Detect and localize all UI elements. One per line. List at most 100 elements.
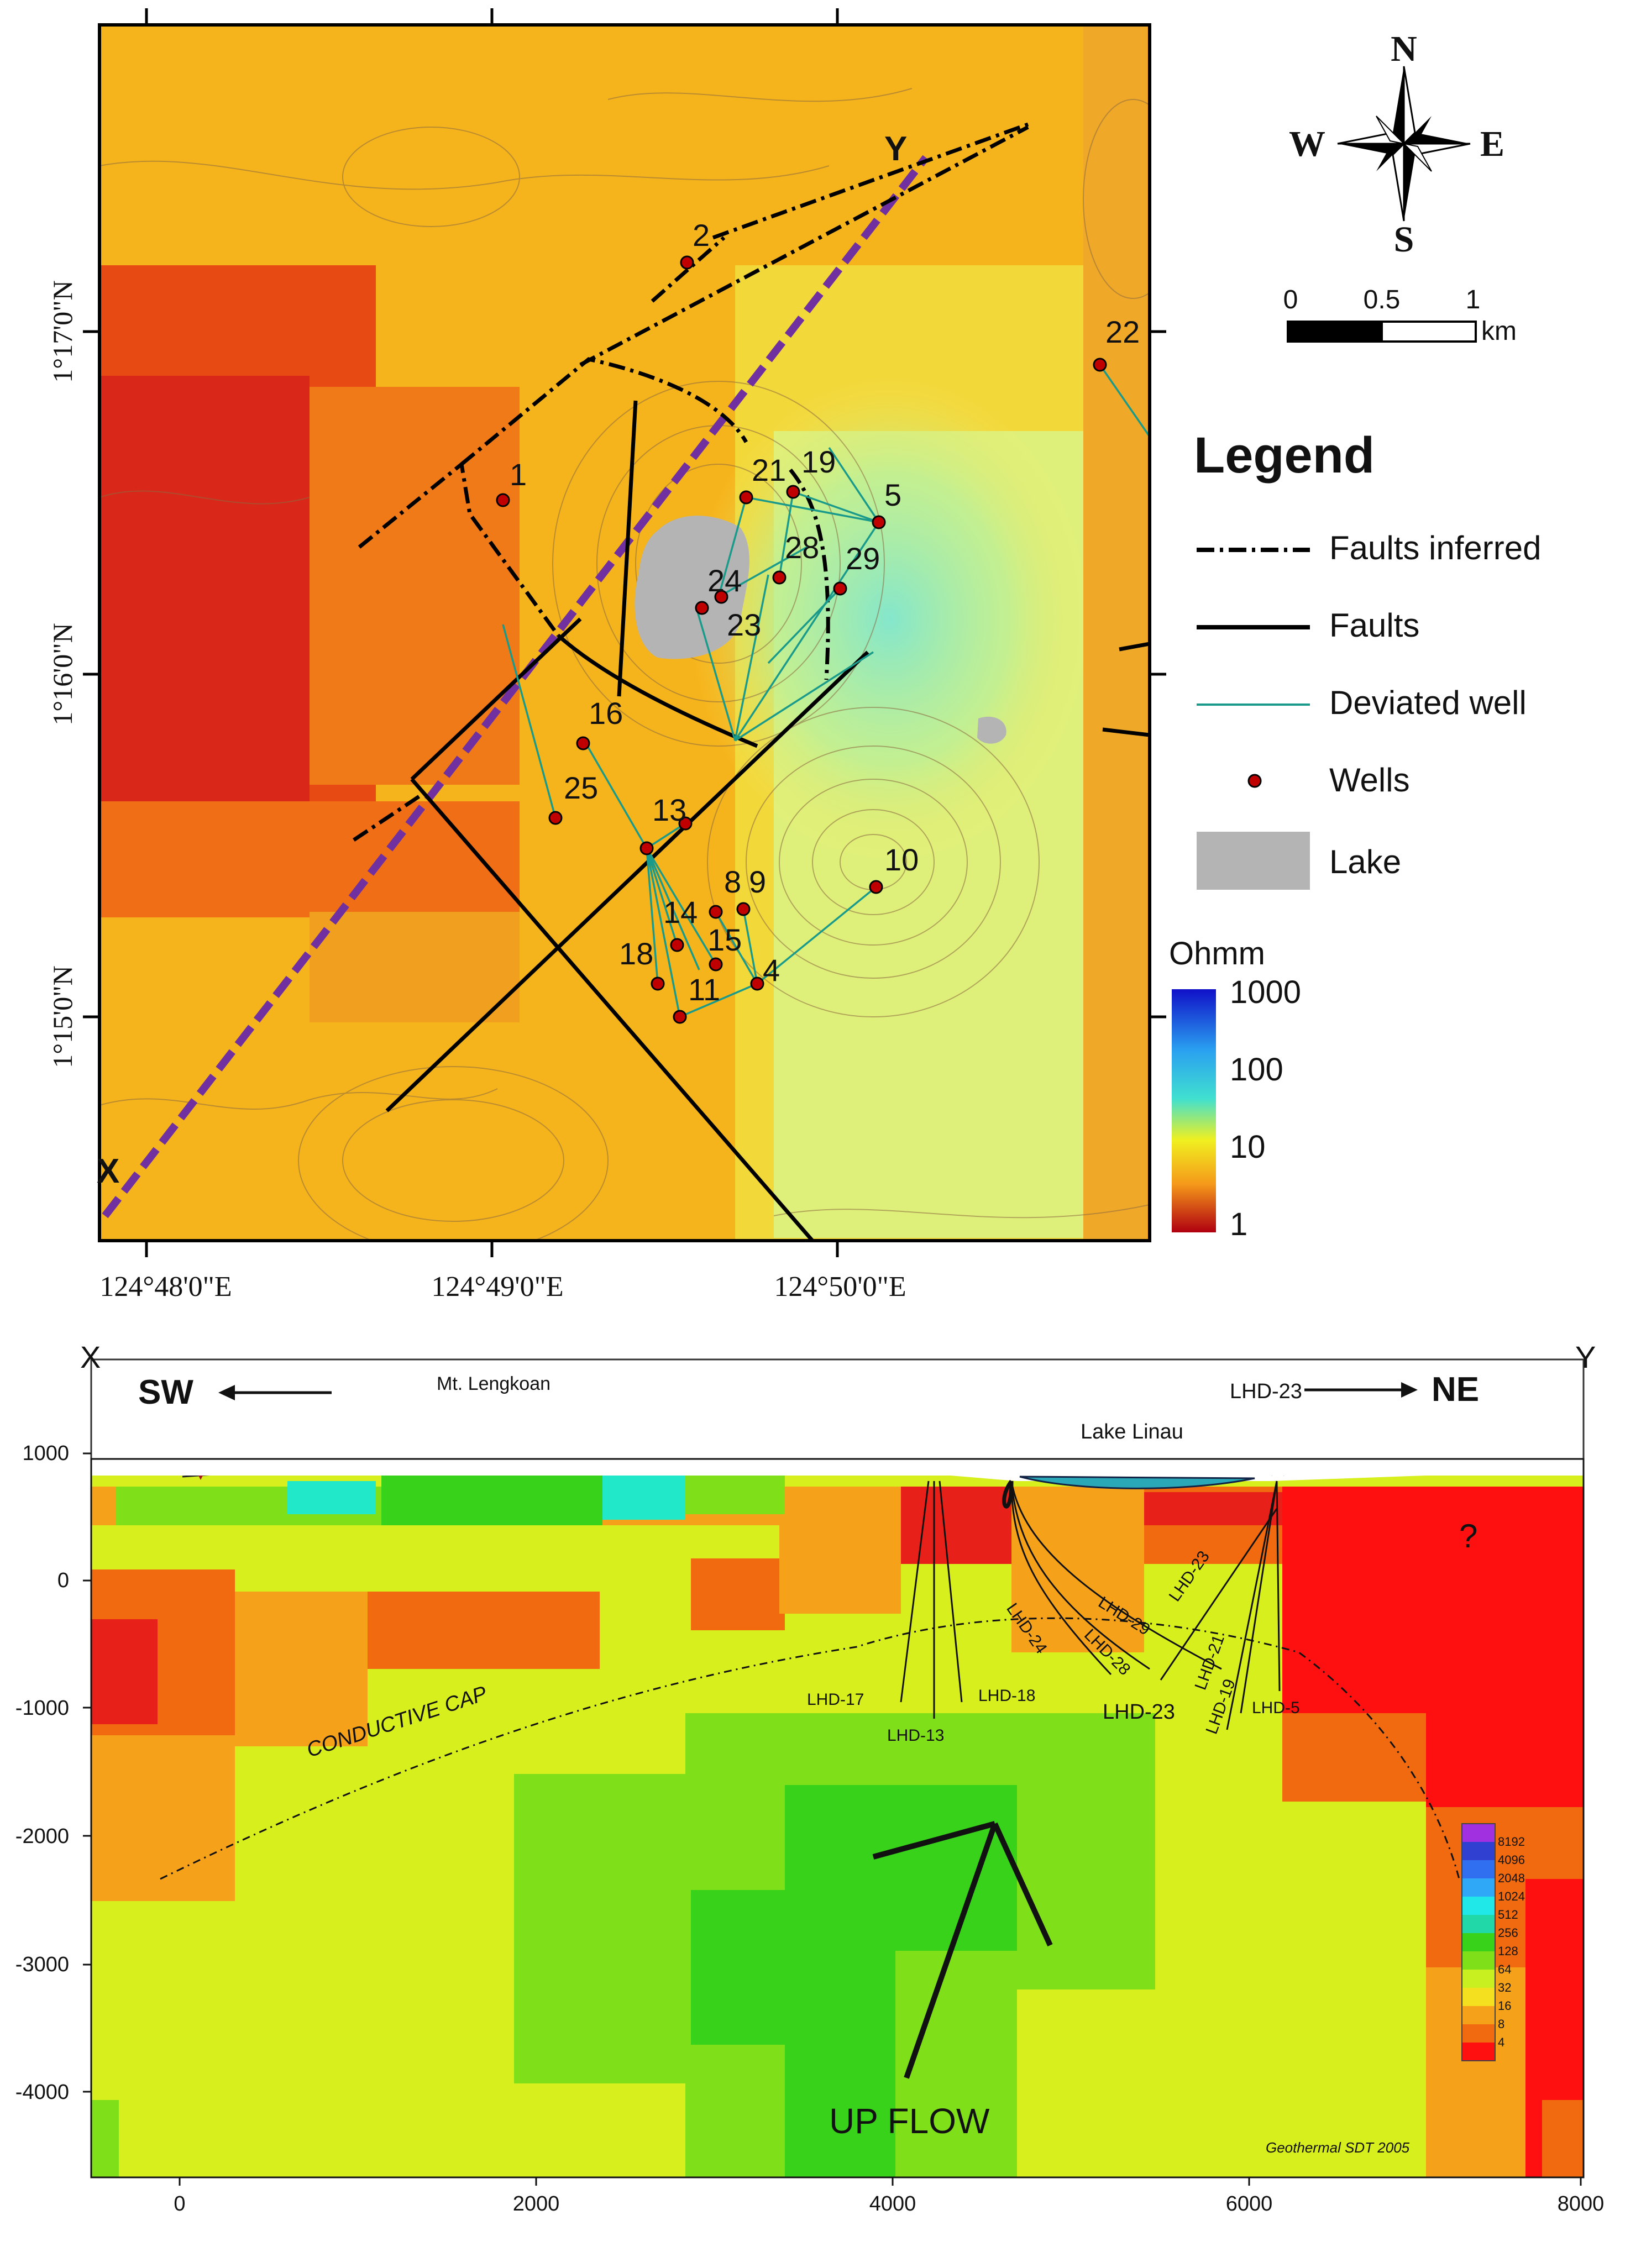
well-label: 1 [510, 457, 527, 492]
lon-label: 124°49'0"E [431, 1271, 563, 1303]
well-label: 11 [688, 972, 720, 1007]
drilling-rig-icon [1268, 1423, 1288, 1476]
well-label: 10 [884, 842, 919, 877]
colorbar-tick: 1000 [1230, 974, 1301, 1010]
scale-bar: 0 0.5 1 km [1283, 285, 1517, 346]
well-label: 23 [727, 607, 761, 642]
lat-label: 1°16'0"N [47, 623, 78, 726]
legend-tick: 256 [1498, 1926, 1518, 1940]
compass-w: W [1289, 124, 1325, 164]
legend-tick: 16 [1498, 1999, 1511, 2013]
colorbar-tick: 100 [1230, 1052, 1283, 1088]
north-arrow-icon: N S W E [1289, 29, 1504, 260]
legend-tick: 4096 [1498, 1853, 1525, 1867]
distance-tick: 8000 [1558, 2192, 1605, 2216]
legend-title: Legend [1194, 427, 1375, 484]
upflow-arrow-icon [872, 1821, 1053, 2079]
resistivity-cross-section: LHD-17 LHD-13 LHD-18 LHD-24 LHD-28 LHD-2… [15, 1340, 1604, 2216]
section-well-label: LHD-17 [807, 1691, 864, 1709]
legend-tick: 8 [1498, 2017, 1504, 2031]
section-colorbar: 8192 4096 2048 1024 512 256 128 64 32 16… [1461, 1823, 1525, 2061]
mountain-label: Mt. Lengkoan [437, 1373, 551, 1394]
legend-tick: 64 [1498, 1962, 1511, 1976]
scale-unit: km [1481, 317, 1517, 346]
colorbar-tick: 1 [1230, 1206, 1247, 1242]
distance-tick: 6000 [1226, 2192, 1273, 2216]
well-label: 18 [619, 936, 653, 971]
well-label: 22 [1105, 314, 1140, 349]
scale-label: 0 [1283, 285, 1298, 314]
lake-section [1019, 1476, 1255, 1489]
profile-end-y: Y [884, 130, 907, 168]
well-label: 13 [652, 792, 686, 827]
well-label: 19 [801, 444, 836, 479]
lat-label: 1°15'0"N [47, 965, 78, 1068]
legend-tick: 8192 [1498, 1835, 1525, 1849]
well-dots [496, 255, 1107, 1024]
faults [385, 400, 1150, 1241]
scale-label: 1 [1466, 285, 1481, 314]
well-label: 9 [749, 864, 766, 899]
depth-tick: -4000 [15, 2081, 69, 2104]
compass-n: N [1391, 29, 1417, 69]
well-label: 16 [589, 696, 623, 731]
direction-sw: SW [138, 1373, 193, 1411]
legend-label: Faults inferred [1329, 529, 1542, 566]
legend-tick: 32 [1498, 1981, 1511, 1994]
depth-tick: -3000 [15, 1953, 69, 1976]
section-well-label: LHD-13 [887, 1726, 944, 1745]
credit-label: Geothermal SDT 2005 [1266, 2139, 1410, 2156]
lon-label: 124°48'0"E [99, 1271, 232, 1303]
section-well-label: LHD-18 [978, 1687, 1035, 1705]
well-label: 14 [663, 895, 698, 930]
legend-tick: 1024 [1498, 1889, 1525, 1903]
inferred-faults [353, 122, 1029, 842]
unknown-mark: ? [1459, 1518, 1477, 1555]
section-well-label: LHD-5 [1252, 1699, 1300, 1717]
rig-label: LHD-23 [1230, 1380, 1302, 1403]
well-label: 4 [763, 953, 780, 988]
well-label: 2 [693, 218, 710, 253]
map-legend: Legend Faults inferred Faults Deviated w… [1194, 427, 1542, 890]
legend-label: Deviated well [1329, 684, 1527, 721]
colorbar-unit: Ohmm [1169, 936, 1265, 972]
distance-tick: 2000 [513, 2192, 560, 2216]
legend-label: Faults [1329, 607, 1419, 644]
direction-ne: NE [1432, 1371, 1479, 1409]
depth-tick: -2000 [15, 1825, 69, 1848]
well-label: 28 [785, 530, 819, 565]
conductive-cap-line [160, 1617, 1460, 1880]
deviated-wells [502, 364, 1150, 1018]
depth-tick: 1000 [22, 1442, 69, 1465]
lat-label: 1°17'0"N [47, 280, 78, 383]
profile-end-x: X [97, 1152, 119, 1190]
lake-label: Lake Linau [1081, 1420, 1183, 1443]
section-end-x: X [80, 1340, 101, 1374]
scale-label: 0.5 [1364, 285, 1401, 314]
legend-tick: 512 [1498, 1908, 1518, 1922]
section-end-y: Y [1575, 1340, 1596, 1374]
resistivity-colorbar: Ohmm 1000 100 10 1 [1169, 936, 1301, 1242]
well-label: 25 [564, 770, 598, 805]
depth-tick: 0 [57, 1569, 69, 1592]
resistivity-map: 1 2 4 5 8 9 10 11 13 14 15 16 18 19 21 2… [47, 8, 1166, 1303]
section-wells [900, 1479, 1281, 1730]
surface-markers [198, 1476, 203, 1480]
section-well-label: LHD-23 [1103, 1700, 1175, 1724]
profile-line-xy [102, 155, 929, 1219]
upflow-label: UP FLOW [829, 2101, 990, 2141]
compass-s: S [1394, 219, 1414, 260]
lake-linau [635, 516, 749, 659]
well-label: 8 [724, 864, 741, 899]
colorbar-tick: 10 [1230, 1129, 1266, 1165]
legend-tick: 4 [1498, 2035, 1504, 2049]
distance-tick: 0 [174, 2192, 185, 2216]
legend-label: Wells [1329, 762, 1410, 799]
well-label: 5 [884, 477, 901, 512]
legend-tick: 128 [1498, 1944, 1518, 1958]
lake-small [977, 716, 1006, 744]
distance-tick: 4000 [869, 2192, 916, 2216]
depth-tick: -1000 [15, 1697, 69, 1720]
well-label: 24 [707, 563, 742, 598]
